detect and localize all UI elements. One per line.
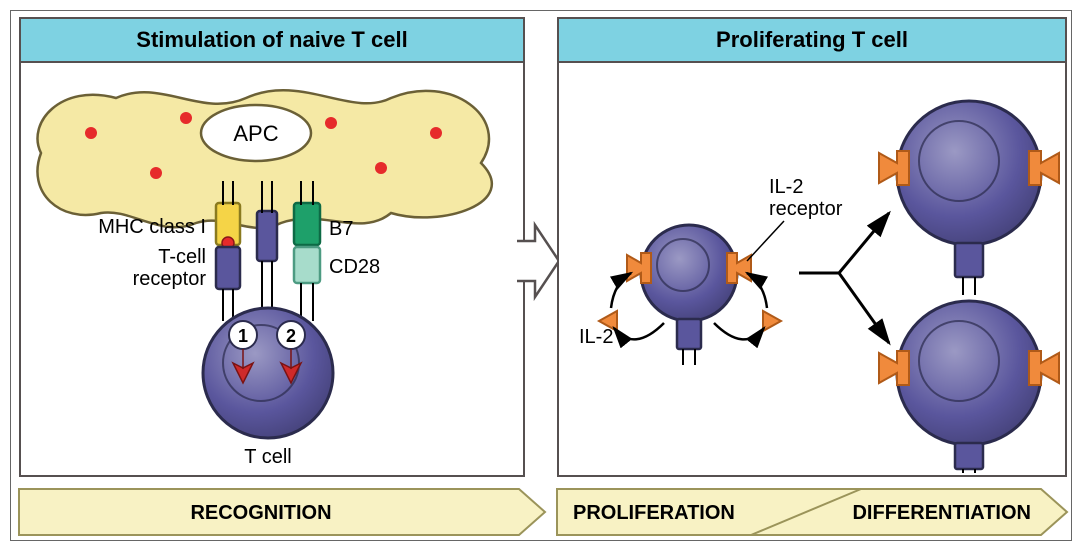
coreceptor — [257, 211, 277, 261]
tcell-label: T cell — [244, 446, 291, 468]
stimulation-svg: APC — [21, 63, 523, 473]
b7-receptor — [294, 203, 320, 245]
red-dot — [430, 127, 442, 139]
tcr-label-line1: T-cell — [158, 246, 206, 268]
red-dot — [85, 127, 97, 139]
transition-arrow — [517, 221, 557, 281]
bottom-banners: RECOGNITION PROLIFERATION DIFFERENTIATIO… — [11, 487, 1071, 537]
autocrine-arrow-left — [614, 323, 664, 339]
autocrine-arrow-right — [714, 323, 764, 339]
il2-molecule-right — [763, 311, 781, 331]
branch-down — [839, 273, 889, 343]
il2r-label-line1: IL-2 — [769, 176, 803, 198]
cd28-receptor — [294, 247, 320, 283]
red-dot — [180, 112, 192, 124]
red-dot — [375, 162, 387, 174]
panel-stimulation-header: Stimulation of naive T cell — [21, 19, 523, 63]
daughter-tcell-bottom — [879, 301, 1059, 473]
il2-receptor-left — [627, 253, 651, 283]
panel-proliferation-header: Proliferating T cell — [559, 19, 1065, 63]
red-dot — [325, 117, 337, 129]
il2-label: IL-2 — [579, 326, 613, 348]
branch-up — [839, 213, 889, 273]
panel-stimulation-body: APC — [21, 63, 523, 473]
daughter-tcell-top — [879, 101, 1059, 295]
red-dot — [150, 167, 162, 179]
panel-proliferation-body: IL-2 receptor IL-2 — [559, 63, 1065, 473]
cd28-label: CD28 — [329, 256, 380, 278]
tcr-label-line2: receptor — [133, 268, 207, 290]
signal-2-label: 2 — [286, 326, 296, 346]
mhc-label: MHC class I — [98, 216, 206, 238]
panel-proliferation: Proliferating T cell — [557, 17, 1067, 477]
panel-stimulation: Stimulation of naive T cell APC — [19, 17, 525, 477]
small-tcell-group — [627, 225, 751, 365]
proliferation-label: PROLIFERATION — [573, 502, 735, 524]
il2r-label-line2: receptor — [769, 198, 843, 220]
recognition-label: RECOGNITION — [190, 502, 331, 524]
apc-label: APC — [233, 121, 278, 146]
il2-receptor-right — [727, 253, 751, 283]
differentiation-label: DIFFERENTIATION — [852, 502, 1031, 524]
signal-1-label: 1 — [238, 326, 248, 346]
proliferation-svg: IL-2 receptor IL-2 — [559, 63, 1065, 473]
t-cell — [203, 308, 333, 438]
tcell-activation-figure: Stimulation of naive T cell APC — [10, 10, 1072, 541]
tcr-receptor — [216, 247, 240, 289]
b7-label: B7 — [329, 218, 353, 240]
